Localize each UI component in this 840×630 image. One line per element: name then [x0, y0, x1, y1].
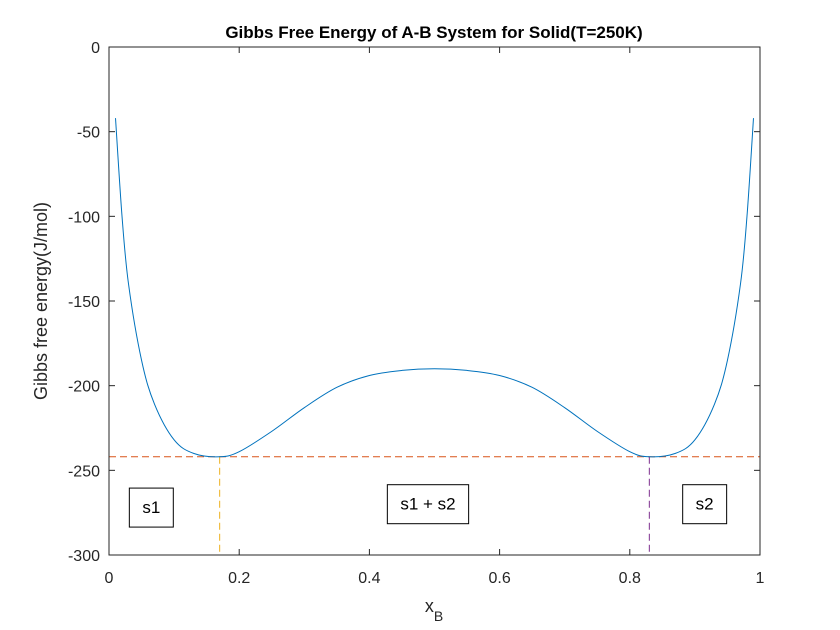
annotation-box-2: s2 — [682, 484, 728, 525]
plot-area — [109, 47, 760, 555]
y-tick-label: -100 — [68, 209, 100, 226]
annotation-text-1: s1 + s2 — [400, 495, 455, 514]
x-axis-label: xB — [425, 596, 443, 624]
annotation-text-0: s1 — [142, 498, 160, 517]
y-tick-label: -150 — [68, 294, 100, 311]
annotation-border-0 — [128, 487, 174, 528]
annotation-border-2 — [682, 484, 728, 525]
annotation-box-0: s1 — [128, 487, 174, 528]
y-axis-label: Gibbs free energy(J/mol) — [31, 202, 51, 400]
y-tick-label: -250 — [68, 463, 100, 480]
x-tick-label: 0.8 — [619, 570, 641, 587]
y-tick-label: -300 — [68, 548, 100, 565]
gibbs-curve-line — [115, 118, 754, 458]
x-axis-label-subscript: B — [434, 608, 443, 624]
x-tick-label: 1 — [756, 570, 765, 587]
x-tick-label: 0.4 — [358, 570, 380, 587]
x-tick-label: 0.2 — [228, 570, 250, 587]
y-tick-label: 0 — [91, 40, 100, 57]
annotation-text-2: s2 — [696, 495, 714, 514]
chart-title: Gibbs Free Energy of A-B System for Soli… — [225, 23, 642, 42]
x-tick-label: 0.6 — [488, 570, 510, 587]
annotation-border-1 — [386, 484, 470, 525]
x-tick-label: 0 — [105, 570, 114, 587]
annotation-box-1: s1 + s2 — [386, 484, 470, 525]
y-tick-label: -200 — [68, 379, 100, 396]
y-tick-label: -50 — [77, 125, 100, 142]
